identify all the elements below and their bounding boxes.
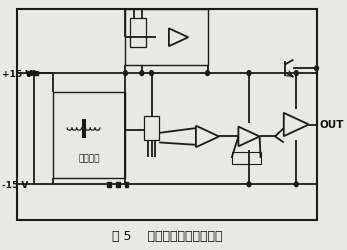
Text: 激励电源: 激励电源 (78, 154, 100, 163)
Bar (144, 117, 159, 140)
Bar (125, 182, 128, 187)
Circle shape (247, 182, 251, 187)
Bar (126, 10, 208, 66)
Text: OUT: OUT (320, 120, 344, 130)
Text: 图 5    压差传感器电路原理图: 图 5 压差传感器电路原理图 (112, 229, 223, 242)
Circle shape (140, 72, 144, 76)
Bar (232, 152, 261, 164)
Bar (17, 10, 316, 220)
Text: +15 V: +15 V (2, 69, 32, 78)
Bar (116, 182, 120, 187)
Circle shape (205, 72, 210, 76)
Bar (34, 72, 37, 76)
Bar (27, 72, 31, 76)
Text: -15 V: -15 V (2, 180, 28, 189)
Circle shape (294, 72, 298, 76)
Circle shape (124, 72, 127, 76)
Circle shape (247, 72, 251, 76)
Circle shape (32, 72, 36, 76)
Bar (130, 19, 146, 48)
Bar (107, 182, 111, 187)
Circle shape (315, 67, 319, 71)
Circle shape (150, 72, 153, 76)
Circle shape (294, 182, 298, 187)
Bar (53, 93, 126, 178)
